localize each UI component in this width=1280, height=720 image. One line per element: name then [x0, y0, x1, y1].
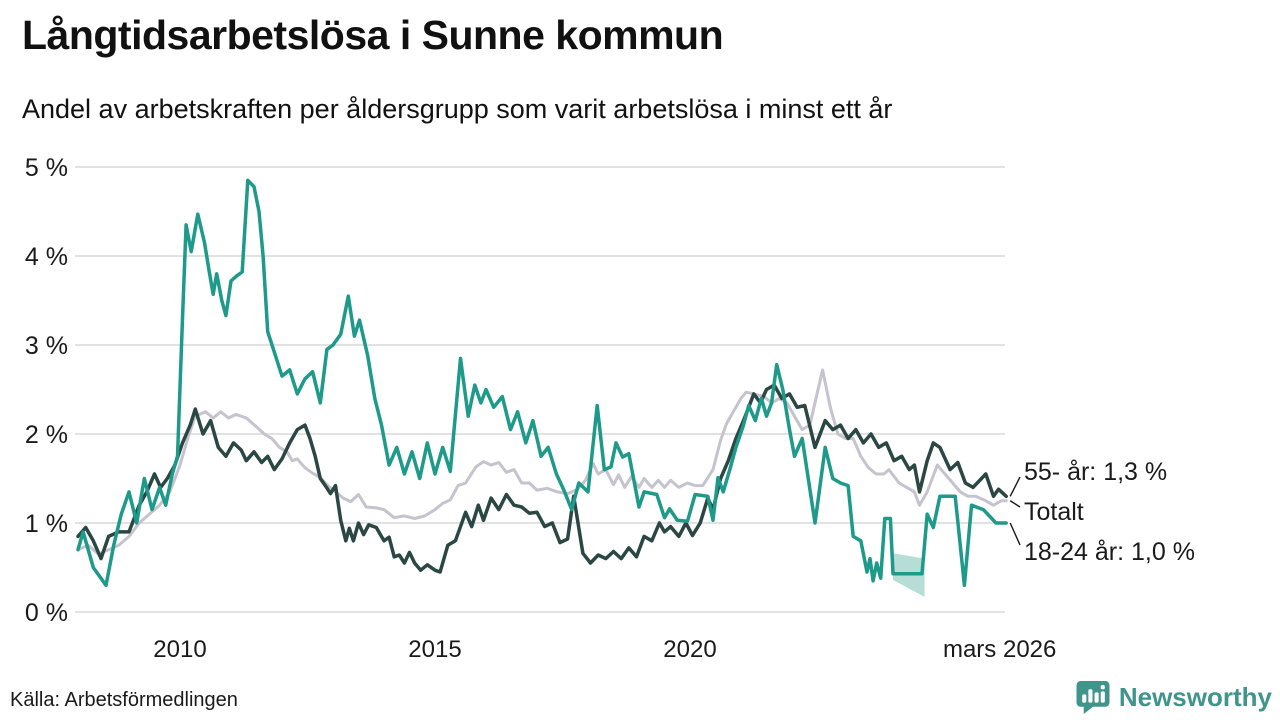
newsworthy-bar-chart-bubble-icon [1076, 681, 1110, 714]
newsworthy-logo[interactable]: Newsworthy [1075, 680, 1272, 714]
brand-name: Newsworthy [1118, 681, 1272, 712]
y-axis-tick-label: 1 % [25, 510, 68, 538]
annotation-connector [1009, 522, 1021, 546]
series-line-totalt [76, 368, 1008, 556]
x-axis-tick-label: 2020 [663, 636, 716, 663]
series-end-label: Totalt [1024, 498, 1084, 526]
y-axis-tick-label: 3 % [25, 332, 68, 360]
chart-subtitle: Andel av arbetskraften per åldersgrupp s… [22, 94, 893, 124]
y-axis-tick-label: 0 % [25, 599, 68, 627]
x-axis-tick-label: 2015 [408, 636, 461, 663]
y-axis-tick-label: 5 % [25, 154, 68, 182]
series-end-label: 55- år: 1,3 % [1024, 458, 1167, 486]
source-note: Källa: Arbetsförmedlingen [10, 689, 238, 711]
x-axis-tick-label: mars 2026 [943, 636, 1056, 663]
annotation-connector [1009, 476, 1021, 497]
y-axis-tick-label: 4 % [25, 243, 68, 271]
y-axis-tick-label: 2 % [25, 421, 68, 449]
annotation-connector [1009, 500, 1021, 508]
page-title: Långtidsarbetslösa i Sunne kommun [22, 12, 724, 58]
series-end-label: 18-24 år: 1,0 % [1024, 538, 1195, 566]
series-line-18-24-r [76, 178, 1008, 588]
x-axis-tick-label: 2010 [153, 636, 206, 663]
series-line-55-r [76, 383, 1008, 574]
